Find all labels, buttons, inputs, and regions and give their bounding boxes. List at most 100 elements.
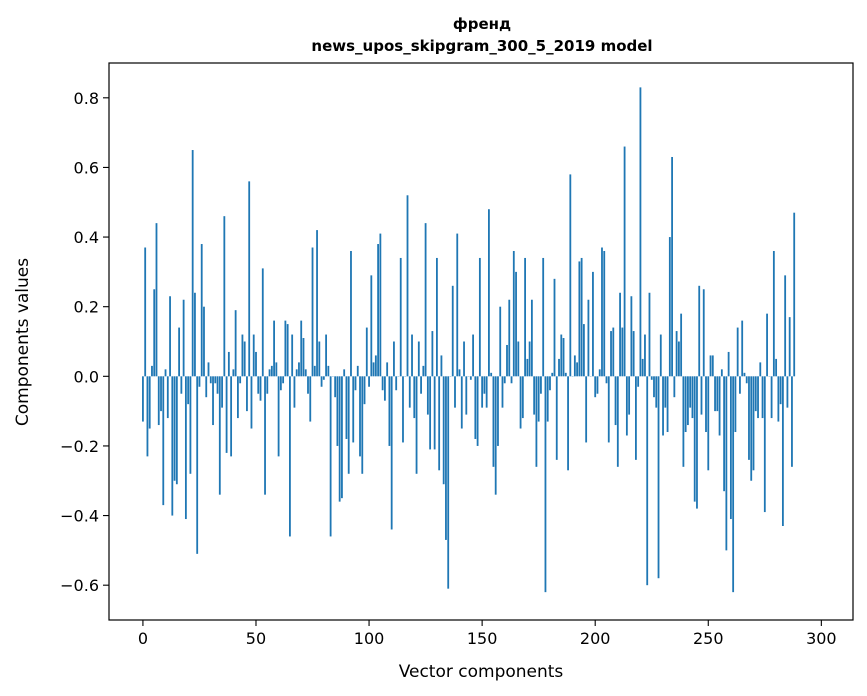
bar-220: [639, 87, 642, 377]
bar-91: [347, 376, 350, 474]
bar-188: [567, 376, 569, 471]
y-axis-ticks: −0.6 −0.4 −0.2 0.0 0.2 0.4 0.6 0.8: [60, 89, 109, 595]
bar-27: [203, 306, 205, 377]
bar-221: [641, 358, 644, 377]
bar-83: [329, 376, 332, 537]
bar-215: [628, 376, 631, 415]
bar-19: [184, 376, 187, 520]
bar-164: [512, 250, 515, 377]
bar-262: [734, 376, 737, 433]
chart-subtitle: news_upos_skipgram_300_5_2019 model: [311, 37, 652, 55]
bar-276: [766, 313, 768, 377]
bar-269: [750, 376, 753, 481]
bar-248: [702, 289, 705, 377]
bar-57: [270, 365, 273, 377]
bar-195: [582, 324, 585, 377]
bar-95: [356, 365, 359, 377]
x-tick-label: 200: [580, 629, 611, 648]
bar-271: [754, 376, 757, 412]
bar-119: [411, 334, 413, 377]
bar-239: [682, 376, 685, 467]
bar-249: [705, 376, 707, 433]
bar-137: [451, 285, 454, 377]
bar-180: [549, 376, 551, 391]
y-tick-label: 0.6: [74, 158, 99, 177]
bar-218: [635, 376, 637, 460]
bar-128: [431, 331, 434, 377]
x-tick-label: 50: [246, 629, 266, 648]
bar-75: [311, 247, 314, 377]
bar-254: [716, 376, 719, 412]
bar-282: [779, 376, 782, 405]
bar-251: [709, 355, 712, 377]
bar-114: [399, 257, 402, 377]
bar-166: [517, 341, 520, 377]
bar-102: [372, 362, 375, 377]
bar-259: [727, 351, 730, 377]
bar-273: [759, 362, 762, 377]
bar-154: [490, 372, 493, 377]
bar-238: [680, 313, 683, 377]
bar-122: [417, 341, 420, 377]
bar-106: [381, 376, 384, 391]
bar-149: [478, 257, 481, 377]
bar-247: [700, 376, 703, 415]
bar-52: [259, 376, 262, 401]
bar-8: [160, 376, 162, 412]
bar-182: [553, 278, 556, 377]
x-tick-label: 100: [354, 629, 385, 648]
bar-85: [334, 376, 337, 398]
bar-70: [300, 320, 303, 377]
bar-159: [501, 376, 504, 408]
bar-165: [515, 271, 517, 377]
bar-47: [248, 181, 251, 377]
bar-237: [677, 341, 680, 377]
bar-226: [653, 376, 655, 398]
bar-187: [564, 372, 567, 377]
bar-63: [284, 320, 287, 377]
bar-256: [720, 369, 723, 377]
bar-32: [214, 376, 217, 384]
bar-252: [711, 355, 714, 377]
bar-93: [352, 376, 355, 443]
bar-29: [207, 362, 210, 377]
bar-31: [212, 376, 214, 426]
bar-94: [354, 376, 357, 391]
bar-192: [576, 362, 579, 377]
bar-53: [261, 268, 264, 377]
bar-156: [494, 376, 497, 495]
bar-160: [503, 376, 506, 384]
bar-236: [675, 331, 678, 377]
bar-34: [218, 376, 221, 495]
bar-155: [492, 376, 495, 467]
bar-223: [646, 376, 649, 586]
x-tick-label: 300: [806, 629, 837, 648]
bar-54: [264, 376, 266, 495]
bar-108: [386, 362, 389, 377]
y-tick-label: 0.0: [74, 367, 99, 386]
bar-177: [542, 257, 545, 377]
bar-20: [187, 376, 190, 405]
bar-174: [535, 376, 538, 467]
bar-258: [725, 376, 728, 551]
bar-231: [664, 376, 667, 408]
bar-241: [687, 376, 689, 426]
bar-65: [289, 376, 291, 537]
y-tick-label: 0.2: [74, 298, 99, 317]
bar-9: [162, 376, 165, 506]
bar-186: [562, 338, 565, 377]
bar-233: [668, 237, 671, 377]
bar-267: [745, 376, 748, 384]
y-tick-label: 0.4: [74, 228, 99, 247]
bar-13: [171, 376, 174, 516]
bar-167: [519, 376, 522, 429]
bar-158: [499, 306, 502, 377]
x-tick-label: 0: [138, 629, 148, 648]
bar-173: [533, 376, 536, 415]
bar-49: [252, 334, 255, 377]
y-tick-label: 0.8: [74, 89, 99, 108]
bar-36: [223, 216, 226, 377]
bar-43: [239, 376, 242, 384]
bar-28: [205, 376, 208, 398]
bar-207: [610, 331, 612, 377]
